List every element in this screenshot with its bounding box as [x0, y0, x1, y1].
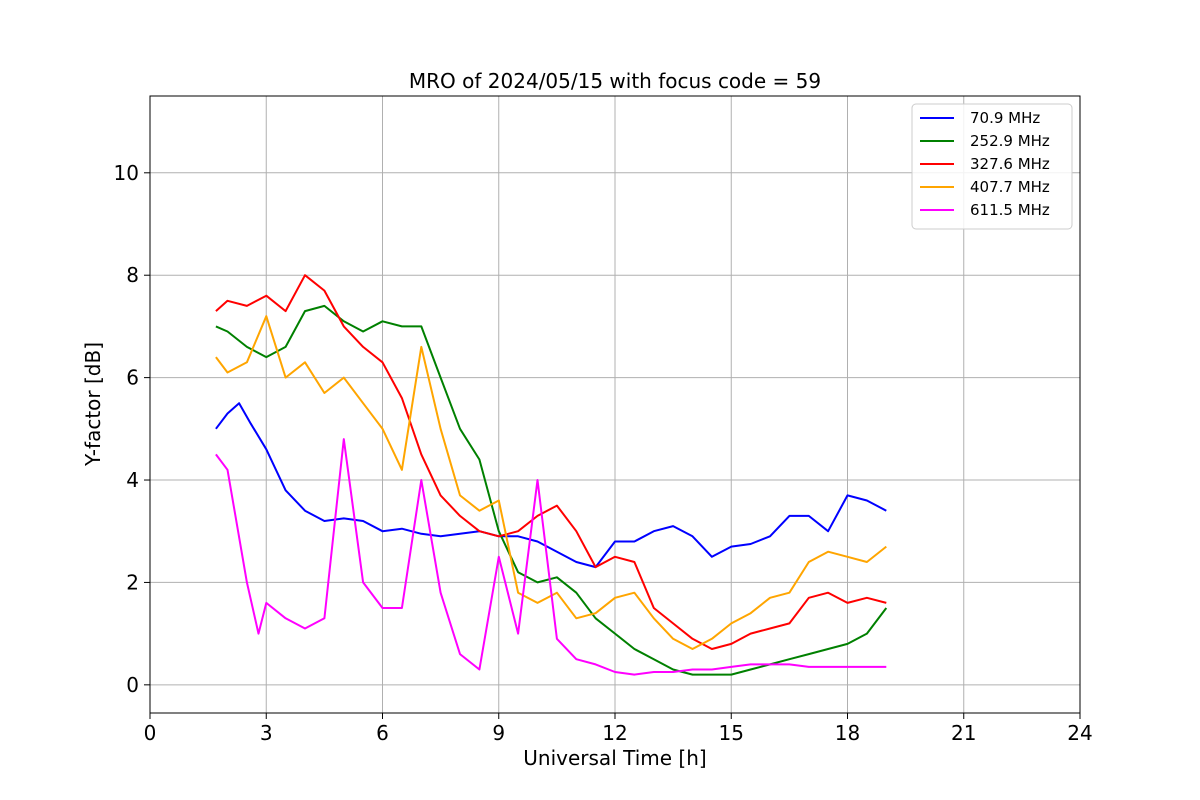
legend-label: 611.5 MHz [970, 201, 1050, 219]
legend-label: 70.9 MHz [970, 109, 1040, 127]
y-tick-label: 0 [126, 673, 139, 697]
legend-label: 252.9 MHz [970, 132, 1050, 150]
x-axis: 0 3 6 9 12 15 18 21 24 [144, 713, 1093, 745]
x-tick-label: 18 [835, 721, 860, 745]
y-tick-label: 4 [126, 468, 139, 492]
x-tick-label: 21 [951, 721, 976, 745]
series-layer [215, 274, 888, 676]
x-tick-label: 24 [1067, 721, 1092, 745]
series-line-3 [215, 315, 887, 650]
legend-label: 407.7 MHz [970, 178, 1050, 196]
legend-label: 327.6 MHz [970, 155, 1050, 173]
y-axis: 0 2 4 6 8 10 [114, 161, 150, 697]
y-tick-label: 10 [114, 161, 139, 185]
x-axis-label: Universal Time [h] [523, 746, 706, 770]
y-axis-label: Y-factor [dB] [81, 342, 105, 467]
x-tick-label: 12 [602, 721, 627, 745]
series-line-2 [215, 274, 887, 650]
series-line-4 [215, 438, 887, 676]
legend: 70.9 MHz 252.9 MHz 327.6 MHz 407.7 MHz 611.5… [911, 103, 1073, 230]
y-tick-label: 6 [126, 366, 139, 390]
legend-box [911, 103, 1073, 230]
y-tick-label: 8 [126, 263, 139, 287]
x-tick-label: 15 [719, 721, 744, 745]
x-tick-label: 6 [376, 721, 389, 745]
series-line-0 [215, 402, 887, 569]
x-tick-label: 0 [144, 721, 157, 745]
x-tick-label: 9 [492, 721, 505, 745]
x-tick-label: 3 [260, 721, 273, 745]
y-tick-label: 2 [126, 570, 139, 594]
chart-title: MRO of 2024/05/15 with focus code = 59 [409, 69, 821, 93]
